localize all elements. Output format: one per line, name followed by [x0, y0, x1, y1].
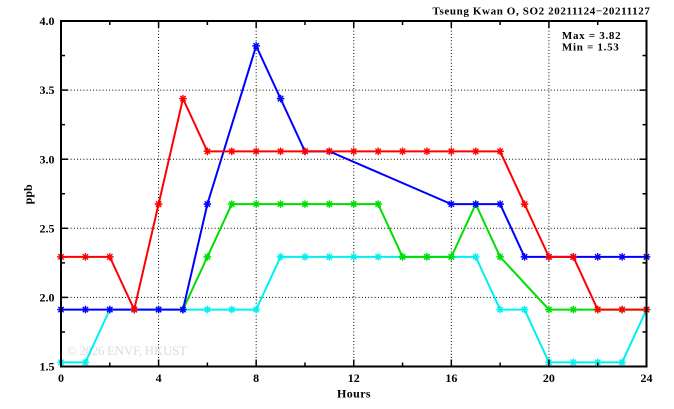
svg-text:4.0: 4.0	[40, 14, 55, 28]
svg-text:8: 8	[253, 371, 259, 385]
svg-text:Tseung Kwan O, SO2 20211124−20: Tseung Kwan O, SO2 20211124−20211127	[433, 5, 651, 17]
svg-text:4: 4	[156, 371, 162, 385]
svg-text:0: 0	[58, 371, 64, 385]
svg-text:24: 24	[641, 371, 653, 385]
svg-text:Hours: Hours	[337, 387, 371, 401]
svg-text:Min = 1.53: Min = 1.53	[562, 41, 620, 53]
svg-text:3.0: 3.0	[40, 152, 55, 166]
svg-text:20: 20	[543, 371, 555, 385]
svg-text:3.5: 3.5	[40, 83, 55, 97]
svg-text:ppb: ppb	[21, 184, 35, 204]
svg-text:2.0: 2.0	[40, 291, 55, 305]
svg-text:2.5: 2.5	[40, 221, 55, 235]
svg-text:Max = 3.82: Max = 3.82	[562, 30, 621, 42]
svg-text:© 2026 ENVF, HKUST: © 2026 ENVF, HKUST	[67, 343, 187, 358]
svg-text:16: 16	[445, 371, 457, 385]
svg-text:12: 12	[348, 371, 360, 385]
svg-text:1.5: 1.5	[40, 360, 55, 374]
